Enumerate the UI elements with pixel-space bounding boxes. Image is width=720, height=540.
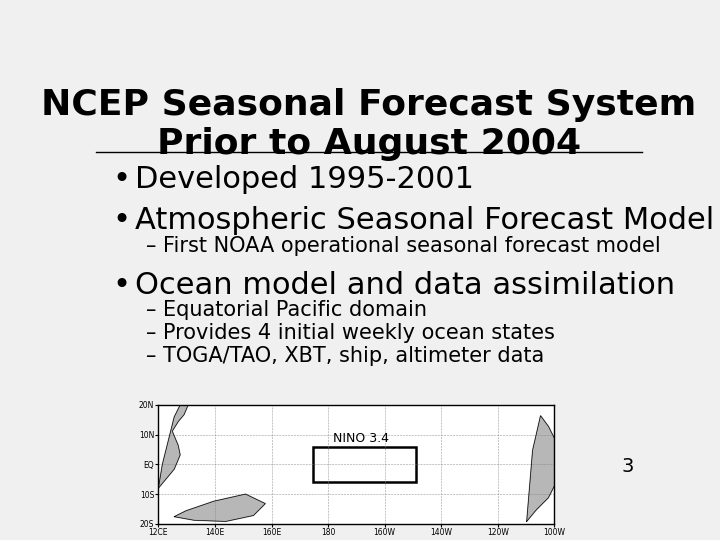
Polygon shape: [527, 416, 554, 522]
Bar: [313, 447, 416, 482]
Text: 3: 3: [621, 457, 634, 476]
Text: Developed 1995-2001: Developed 1995-2001: [135, 165, 474, 194]
Text: NCEP Seasonal Forecast System
Prior to August 2004: NCEP Seasonal Forecast System Prior to A…: [41, 87, 697, 161]
Text: – Equatorial Pacific domain: – Equatorial Pacific domain: [145, 300, 427, 320]
Polygon shape: [158, 405, 188, 488]
Text: – Provides 4 initial weekly ocean states: – Provides 4 initial weekly ocean states: [145, 323, 554, 343]
Text: •: •: [112, 271, 130, 300]
Text: – First NOAA operational seasonal forecast model: – First NOAA operational seasonal foreca…: [145, 235, 660, 255]
Text: Ocean model and data assimilation: Ocean model and data assimilation: [135, 271, 675, 300]
Text: – TOGA/TAO, XBT, ship, altimeter data: – TOGA/TAO, XBT, ship, altimeter data: [145, 346, 544, 366]
Text: •: •: [112, 165, 130, 194]
Text: Atmospheric Seasonal Forecast Model (SFM): Atmospheric Seasonal Forecast Model (SFM…: [135, 206, 720, 235]
Polygon shape: [174, 494, 266, 522]
Text: NINO 3.4: NINO 3.4: [333, 432, 389, 445]
Text: •: •: [112, 206, 130, 235]
